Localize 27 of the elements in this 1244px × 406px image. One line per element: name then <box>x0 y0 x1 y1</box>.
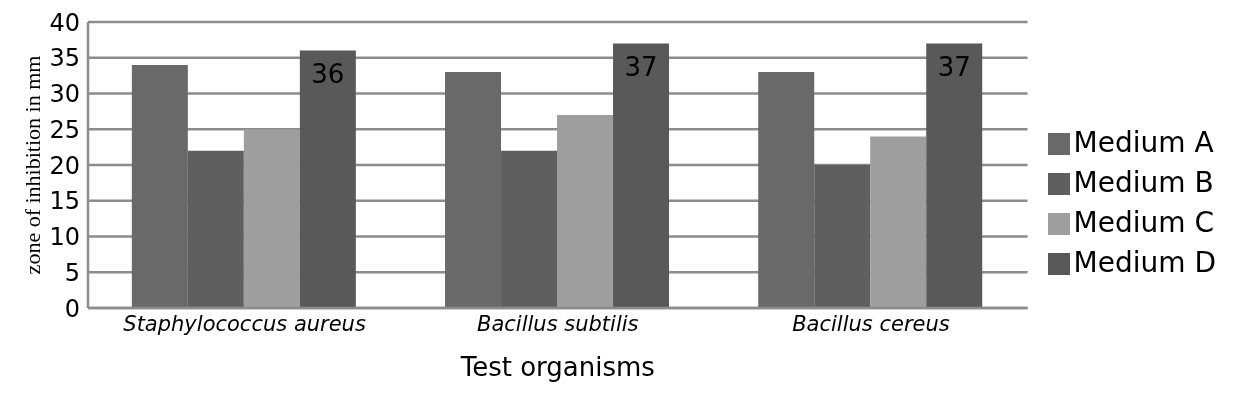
x-tick-label: Bacillus subtilis <box>477 311 639 336</box>
y-tick-label: 10 <box>49 223 80 252</box>
data-label: 37 <box>624 51 658 82</box>
bar <box>243 129 300 308</box>
bar <box>926 43 983 308</box>
x-axis-title: Test organisms <box>459 352 655 383</box>
y-axis-title: zone of inhibition in mm <box>19 55 45 275</box>
legend-label: Medium A <box>1073 126 1214 159</box>
bar <box>557 114 614 308</box>
y-tick-label: 30 <box>49 80 80 109</box>
legend-label: Medium B <box>1073 166 1214 199</box>
y-tick-label: 40 <box>49 8 80 37</box>
data-label: 37 <box>937 51 971 82</box>
y-tick-label: 20 <box>49 151 80 180</box>
bar <box>870 136 927 308</box>
data-label: 36 <box>311 59 345 90</box>
y-tick-label: 25 <box>49 115 80 144</box>
x-tick-label: Staphylococcus aureus <box>123 311 366 336</box>
bar <box>613 43 670 308</box>
y-tick-label: 5 <box>64 258 80 287</box>
y-tick-label: 0 <box>64 294 80 323</box>
legend-label: Medium C <box>1073 206 1214 239</box>
legend-label: Medium D <box>1073 246 1216 279</box>
x-tick-label: Bacillus cereus <box>792 311 950 336</box>
y-tick-label: 35 <box>49 44 80 73</box>
y-tick-label: 15 <box>49 187 80 216</box>
bar <box>299 50 356 308</box>
